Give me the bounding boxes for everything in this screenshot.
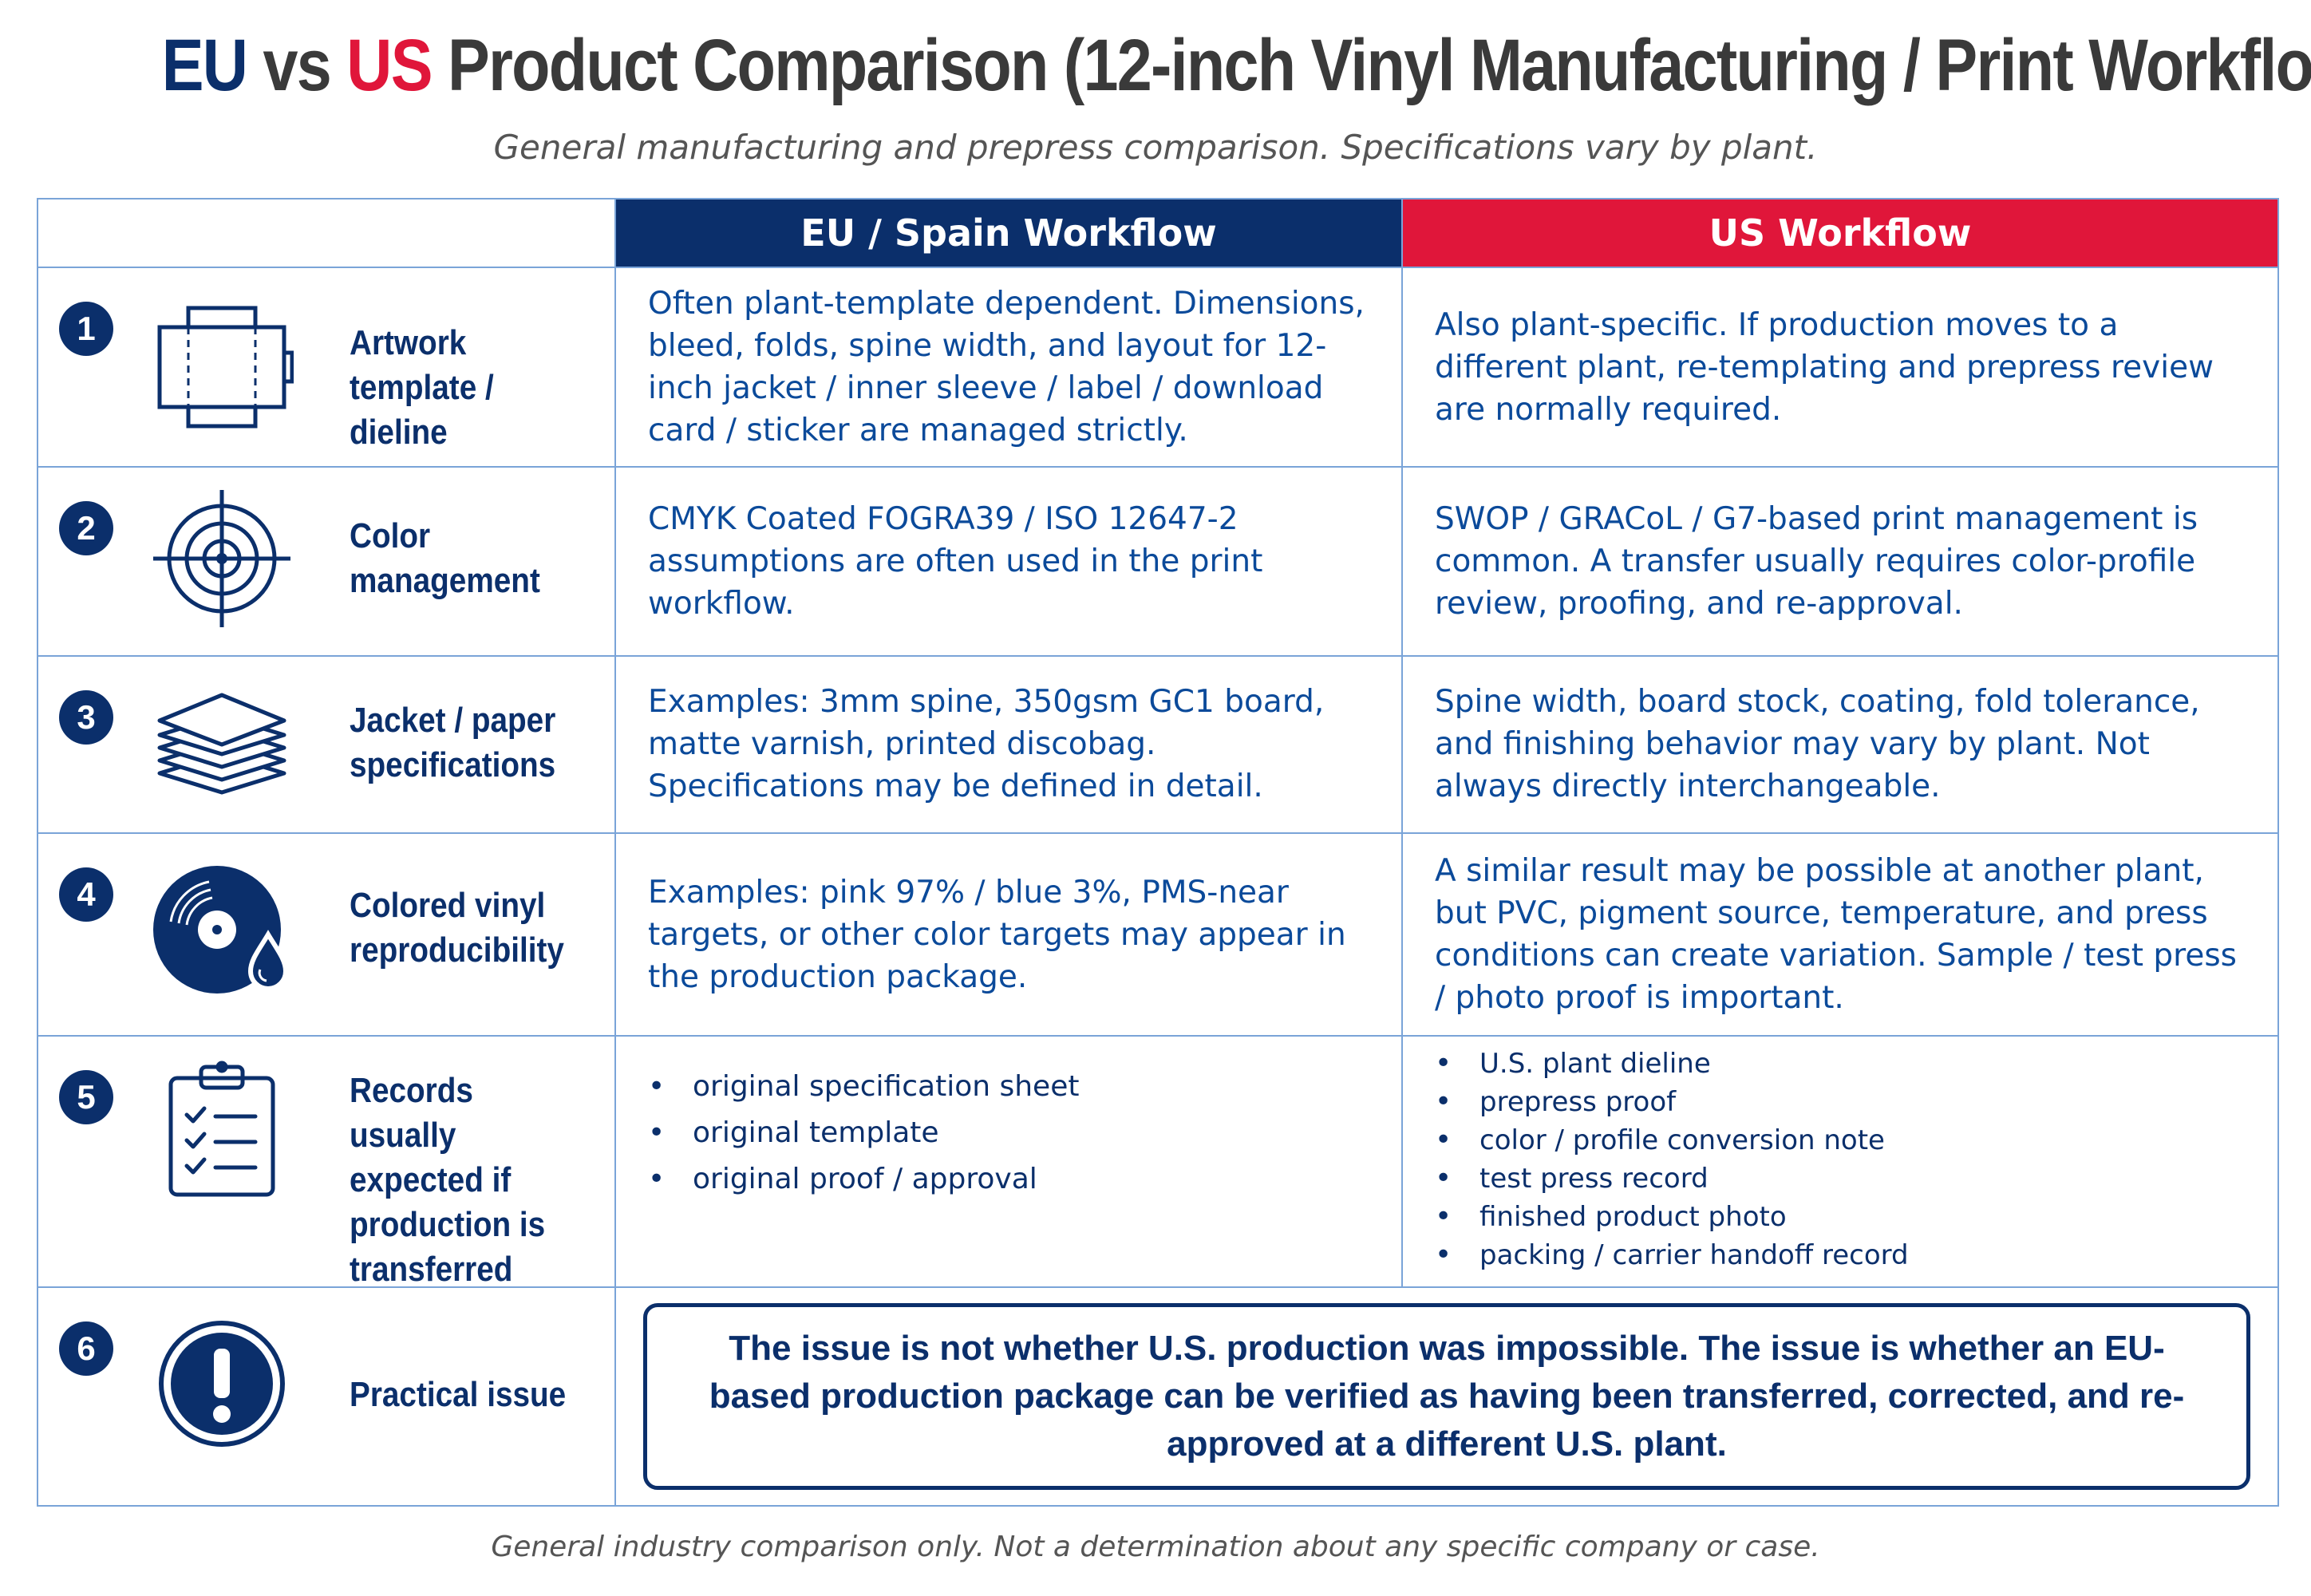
- eu-cell-text: Examples: 3mm spine, 350gsm GC1 board, m…: [648, 684, 1325, 805]
- row-label: Colored vinyl reproducibility: [350, 885, 564, 970]
- title-rest: Product Comparison (12-inch Vinyl Manufa…: [448, 25, 2311, 106]
- us-cell: SWOP / GRACoL / G7-based print managemen…: [1401, 466, 2279, 657]
- row-number-badge: 1: [59, 302, 113, 357]
- table-row: 3 Jacket / paper specifications Examples…: [37, 654, 2279, 834]
- practical-issue-callout: The issue is not whether U.S. production…: [643, 1302, 2250, 1490]
- row-label: Color management: [350, 516, 540, 601]
- us-cell-text: Also plant-specific. If production moves…: [1435, 306, 2214, 428]
- list-item: original template: [648, 1110, 1369, 1156]
- header-row: EU / Spain Workflow US Workflow: [37, 197, 2279, 269]
- header-blank-cell: [37, 197, 616, 269]
- list-item: original proof / approval: [648, 1156, 1369, 1203]
- us-cell: A similar result may be possible at anot…: [1401, 832, 2279, 1037]
- eu-cell: Examples: 3mm spine, 350gsm GC1 board, m…: [614, 654, 1403, 834]
- eu-cell: Examples: pink 97% / blue 3%, PMS-near t…: [614, 832, 1403, 1037]
- row-label-cell: 2 Color management: [37, 466, 616, 657]
- eu-cell: Often plant-template dependent. Dimensio…: [614, 267, 1403, 468]
- us-cell-text: Spine width, board stock, coating, fold …: [1435, 684, 2200, 805]
- row-label-cell: 4 Colored vinyl reproducibility: [37, 832, 616, 1037]
- us-cell-text: SWOP / GRACoL / G7-based print managemen…: [1435, 501, 2198, 622]
- table-row: 2 Color management CMYK Coated FOGRA39 /…: [37, 466, 2279, 657]
- row-label-cell: 5 Records usually expec: [37, 1035, 616, 1289]
- row-label: Jacket / paper specifications: [350, 700, 556, 784]
- row-number-badge: 5: [59, 1070, 113, 1125]
- table-row: 1 Artwork template / dieline Of: [37, 267, 2279, 468]
- list-item: prepress proof: [1435, 1083, 2246, 1121]
- list-item: original specification sheet: [648, 1064, 1369, 1110]
- eu-cell-text: Often plant-template dependent. Dimensio…: [648, 286, 1365, 449]
- row-label: Artwork template / dieline: [350, 323, 494, 452]
- us-cell: Also plant-specific. If production moves…: [1401, 267, 2279, 468]
- list-item: packing / carrier handoff record: [1435, 1236, 2246, 1274]
- row-number-badge: 3: [59, 689, 113, 745]
- list-item: U.S. plant dieline: [1435, 1045, 2246, 1083]
- title-us: US: [346, 25, 433, 106]
- row-number-badge: 2: [59, 501, 113, 556]
- exclamation-circle-icon: [150, 1312, 294, 1456]
- us-records-list: U.S. plant dieline prepress proof color …: [1403, 1045, 2277, 1274]
- vinyl-record-drop-icon: [150, 858, 294, 1001]
- page-footnote: General industry comparison only. Not a …: [491, 1531, 1820, 1563]
- table-row: 6 Practical issue The issue is not wheth…: [37, 1286, 2279, 1507]
- page-subtitle: General manufacturing and prepress compa…: [493, 128, 1818, 167]
- column-header-us: US Workflow: [1401, 197, 2279, 269]
- comparison-table: EU / Spain Workflow US Workflow 1: [37, 197, 2279, 1507]
- clipboard-checklist-icon: [150, 1056, 294, 1199]
- eu-cell: CMYK Coated FOGRA39 / ISO 12647-2 assump…: [614, 466, 1403, 657]
- page-title: EU vs US Product Comparison (12-inch Vin…: [161, 24, 2311, 108]
- row-label-cell: 3 Jacket / paper specifications: [37, 654, 616, 834]
- eu-cell: original specification sheet original te…: [614, 1035, 1403, 1288]
- row-number-badge: 4: [59, 867, 113, 922]
- dieline-template-icon: [150, 294, 294, 437]
- row-number-badge: 6: [59, 1321, 113, 1376]
- list-item: color / profile conversion note: [1435, 1121, 2246, 1159]
- eu-cell-text: Examples: pink 97% / blue 3%, PMS-near t…: [648, 874, 1346, 995]
- column-header-eu: EU / Spain Workflow: [614, 197, 1403, 269]
- row-label: Practical issue: [350, 1374, 567, 1414]
- us-cell-text: A similar result may be possible at anot…: [1435, 853, 2237, 1017]
- table-row: 4 Colored vinyl reproducibility Examp: [37, 832, 2279, 1037]
- table-row: 5 Records usually expec: [37, 1035, 2279, 1289]
- title-eu: EU: [161, 25, 248, 106]
- list-item: finished product photo: [1435, 1198, 2246, 1236]
- us-cell: U.S. plant dieline prepress proof color …: [1401, 1035, 2279, 1288]
- eu-cell-text: CMYK Coated FOGRA39 / ISO 12647-2 assump…: [648, 501, 1263, 622]
- us-cell: Spine width, board stock, coating, fold …: [1401, 654, 2279, 834]
- paper-stack-icon: [150, 671, 294, 815]
- title-vs: vs: [263, 25, 331, 106]
- target-crosshair-icon: [150, 487, 294, 630]
- row-label-cell: 1 Artwork template / dieline: [37, 267, 616, 468]
- row-label: Records usually expected if production i…: [350, 1071, 546, 1290]
- callout-cell: The issue is not whether U.S. production…: [614, 1286, 2279, 1507]
- list-item: test press record: [1435, 1159, 2246, 1198]
- row-label-cell: 6 Practical issue: [37, 1286, 616, 1507]
- eu-records-list: original specification sheet original te…: [616, 1064, 1401, 1203]
